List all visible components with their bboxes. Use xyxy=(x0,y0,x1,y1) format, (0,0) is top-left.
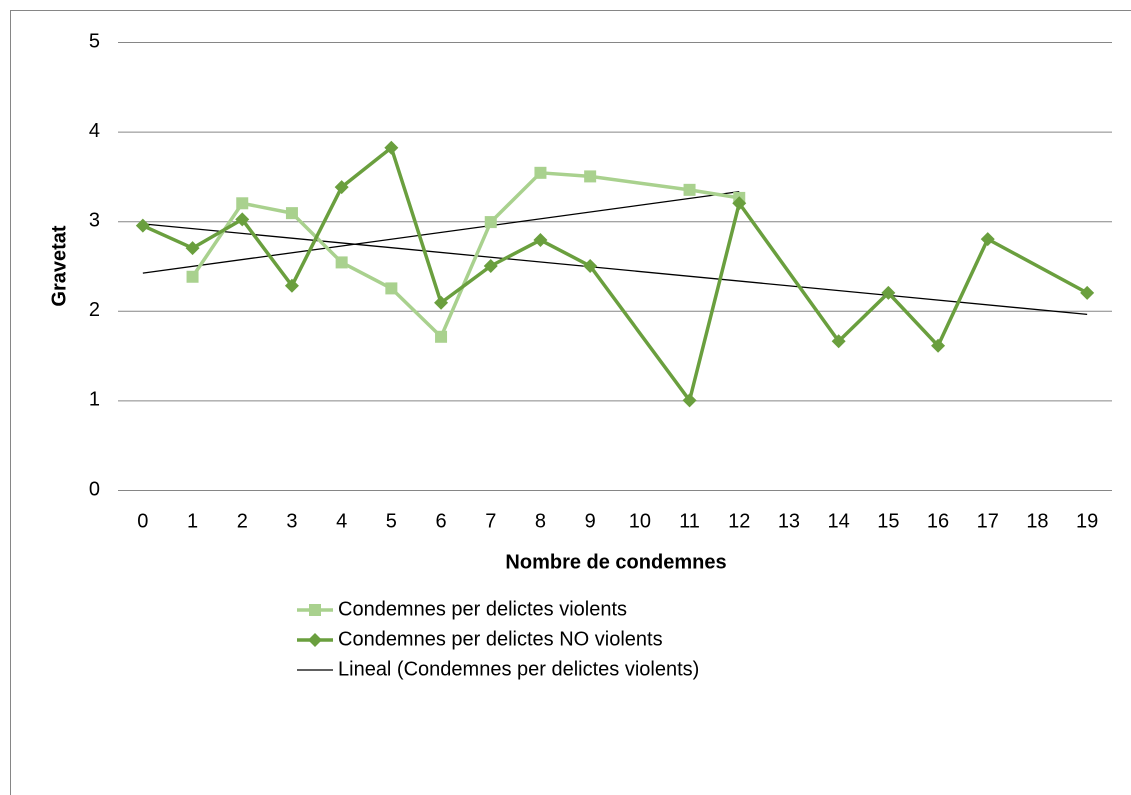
marker xyxy=(435,330,448,343)
x-tick-label: 12 xyxy=(728,510,750,532)
x-tick-label: 9 xyxy=(585,510,596,532)
x-tick-label: 5 xyxy=(386,510,397,532)
marker xyxy=(1080,285,1095,300)
marker xyxy=(881,285,896,300)
x-tick-label: 18 xyxy=(1026,510,1048,532)
marker xyxy=(434,295,449,310)
trendline xyxy=(142,190,740,274)
x-tick-label: 15 xyxy=(877,510,899,532)
marker xyxy=(483,259,498,273)
marker xyxy=(980,232,995,247)
marker xyxy=(309,604,321,616)
y-tick-label: 0 xyxy=(89,478,100,500)
x-tick-label: 10 xyxy=(629,510,651,532)
x-tick-label: 17 xyxy=(977,510,999,532)
marker xyxy=(682,393,697,408)
marker xyxy=(584,170,597,183)
y-tick-label: 4 xyxy=(89,120,100,142)
marker xyxy=(135,218,150,233)
x-tick-label: 7 xyxy=(485,510,496,532)
marker xyxy=(334,180,349,195)
trendline xyxy=(142,223,1088,316)
x-tick-label: 4 xyxy=(336,510,347,532)
marker xyxy=(583,259,598,273)
y-axis-title: Gravetat xyxy=(48,225,70,306)
marker xyxy=(236,197,249,210)
marker xyxy=(732,196,747,211)
x-tick-label: 1 xyxy=(187,510,198,532)
marker xyxy=(931,338,946,353)
x-tick-label: 13 xyxy=(778,510,800,532)
x-tick-label: 16 xyxy=(927,510,949,532)
chart-border xyxy=(10,10,1131,795)
marker xyxy=(308,633,322,647)
marker xyxy=(285,207,298,220)
marker xyxy=(185,241,200,256)
marker xyxy=(534,166,547,179)
marker xyxy=(335,256,348,269)
marker xyxy=(384,140,399,155)
marker xyxy=(186,270,199,283)
legend-label: Lineal (Condemnes per delictes violents) xyxy=(338,658,699,680)
x-tick-label: 0 xyxy=(137,510,148,532)
marker xyxy=(831,334,846,349)
x-tick-label: 8 xyxy=(535,510,546,532)
marker xyxy=(284,278,299,293)
legend-label: Condemnes per delictes NO violents xyxy=(338,628,663,650)
x-tick-label: 14 xyxy=(828,510,850,532)
x-tick-label: 11 xyxy=(679,510,700,532)
y-tick-label: 2 xyxy=(89,299,100,321)
marker xyxy=(484,216,497,229)
x-tick-label: 6 xyxy=(435,510,446,532)
x-tick-label: 2 xyxy=(237,510,248,532)
x-tick-label: 3 xyxy=(286,510,297,532)
legend-label: Condemnes per delictes violents xyxy=(338,598,627,620)
marker xyxy=(533,233,548,248)
marker xyxy=(235,212,250,227)
y-tick-label: 1 xyxy=(89,389,100,411)
y-tick-label: 3 xyxy=(89,209,100,231)
x-tick-label: 19 xyxy=(1076,510,1098,532)
marker xyxy=(683,183,696,196)
y-tick-label: 5 xyxy=(89,30,100,52)
x-axis-title: Nombre de condemnes xyxy=(505,551,726,573)
marker xyxy=(385,282,398,295)
